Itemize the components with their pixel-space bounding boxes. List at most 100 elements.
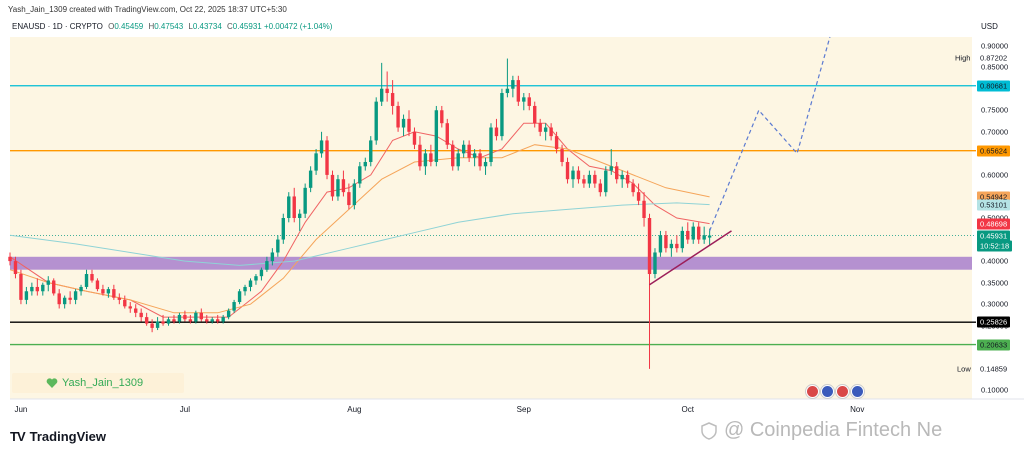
event-markers[interactable]: [806, 385, 864, 398]
candle-body: [538, 123, 542, 132]
candle: [472, 149, 477, 167]
candle-body: [314, 153, 318, 171]
candle-body: [500, 93, 504, 137]
candle: [8, 252, 12, 266]
candle: [73, 289, 78, 305]
tradingview-logo[interactable]: TV TradingView: [10, 429, 106, 444]
candle: [625, 170, 630, 188]
candle: [303, 183, 307, 218]
us-flag-icon[interactable]: [821, 385, 834, 398]
candle-body: [144, 317, 149, 324]
y-axis-tick: 0.10000: [981, 385, 1009, 395]
y-axis-tick: 0.75000: [981, 105, 1009, 115]
candle-body: [543, 127, 548, 132]
candle: [664, 230, 668, 253]
candle-body: [522, 97, 526, 102]
candle-body: [183, 314, 187, 320]
ohlc-low-label: L: [188, 22, 193, 31]
candle-body: [401, 118, 406, 128]
candle: [210, 317, 214, 324]
candle: [128, 302, 132, 313]
candle: [642, 192, 646, 227]
candle: [226, 308, 231, 320]
currency-label[interactable]: USD: [981, 22, 998, 31]
tradingview-mark: TV: [10, 429, 26, 444]
candle: [13, 256, 18, 279]
candle-body: [467, 144, 471, 158]
candle-body: [631, 183, 635, 193]
candle-body: [609, 166, 613, 171]
symbol-name[interactable]: ENAUSD · 1D · CRYPTO: [12, 22, 103, 31]
candle-body: [451, 144, 455, 167]
candle: [24, 286, 29, 305]
candle-body: [308, 170, 313, 188]
coinpedia-watermark: @ Coinpedia Fintech Ne: [700, 419, 942, 442]
candle: [576, 166, 581, 184]
candle: [429, 144, 433, 167]
candle: [243, 284, 247, 296]
candle-body: [24, 291, 29, 300]
candle-body: [385, 88, 389, 94]
x-axis-tick: Jul: [179, 405, 191, 414]
candle-body: [226, 310, 231, 318]
candle-body: [52, 280, 56, 294]
price-label-green-support: 0.20633: [977, 339, 1011, 351]
candle-body: [593, 174, 597, 184]
candle: [522, 93, 526, 111]
price-label-cyan-resistance: 0.80681: [977, 80, 1011, 92]
candle-body: [653, 252, 657, 275]
candle: [308, 166, 313, 193]
candle-body: [106, 289, 111, 294]
candle-body: [472, 153, 477, 158]
candle-body: [582, 179, 586, 184]
candle: [451, 140, 455, 171]
candle-body: [489, 127, 493, 162]
candle-body: [101, 289, 105, 294]
author-badge: Yash_Jain_1309: [12, 373, 184, 393]
candle-body: [8, 256, 12, 262]
candle: [84, 269, 89, 290]
candle: [554, 131, 559, 154]
us-flag-icon[interactable]: [836, 385, 849, 398]
candle-body: [172, 319, 176, 322]
candle-body: [647, 218, 652, 275]
candle-body: [615, 166, 619, 180]
x-axis-tick: Aug: [347, 405, 362, 414]
candle: [483, 157, 488, 175]
candle: [95, 278, 100, 292]
ohlc-open-label: O: [108, 22, 115, 31]
candle: [358, 161, 362, 188]
candle-body: [292, 196, 296, 218]
price-label-orange-resistance: 0.65624: [977, 145, 1011, 157]
candle: [46, 276, 50, 292]
candle: [445, 118, 449, 150]
candle: [374, 97, 378, 145]
candle: [183, 310, 187, 322]
candle: [680, 226, 685, 253]
us-flag-icon[interactable]: [851, 385, 864, 398]
watermark-text: @ Coinpedia Fintech Ne: [724, 419, 943, 441]
candle-body: [62, 297, 67, 305]
candle: [691, 222, 695, 244]
bar-countdown: 10:52:18: [977, 240, 1013, 252]
candle: [385, 71, 389, 102]
candle: [265, 256, 269, 272]
candle-body: [79, 286, 83, 292]
candle-body: [374, 101, 378, 141]
candle: [276, 235, 280, 257]
candle: [396, 101, 400, 132]
candle-body: [429, 153, 433, 162]
candle-body: [319, 140, 324, 154]
candle: [636, 183, 641, 206]
candle: [248, 278, 253, 292]
candle: [117, 293, 122, 305]
us-flag-icon[interactable]: [806, 385, 819, 398]
candle-body: [177, 314, 182, 322]
y-axis-tick: 0.90000: [981, 41, 1009, 51]
candle-body: [642, 200, 646, 218]
candle-body: [707, 235, 712, 238]
candle-body: [505, 88, 510, 94]
candle: [440, 105, 444, 128]
candle-body: [478, 153, 482, 167]
ohlc-high-label: H: [148, 22, 155, 31]
